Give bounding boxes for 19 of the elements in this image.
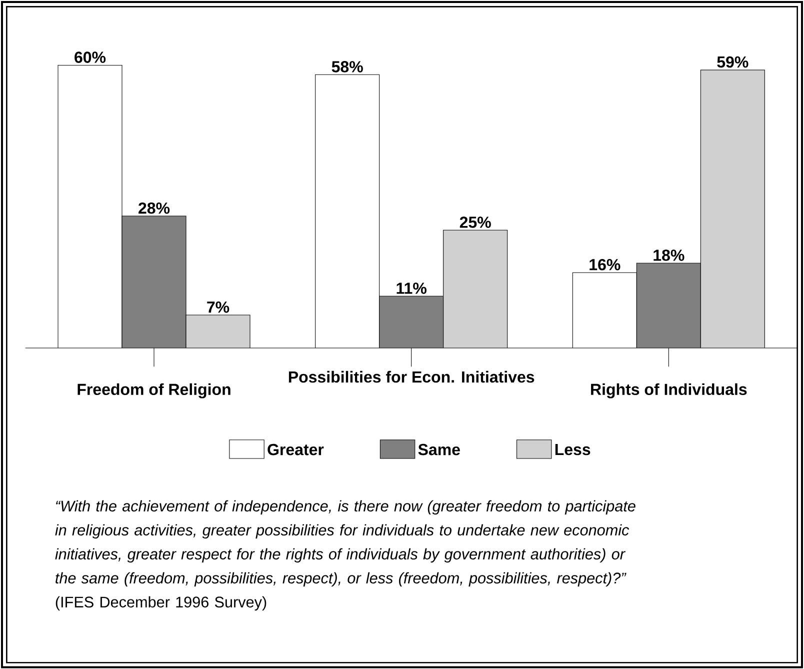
data-label: 18% <box>654 249 684 261</box>
data-label: 58% <box>332 60 363 72</box>
bar <box>379 296 444 348</box>
legend-label: Less <box>555 444 590 455</box>
x-tick-label: Rights of Individuals <box>591 383 747 398</box>
x-tick-label: Freedom of Religion <box>78 383 230 398</box>
data-label: 16% <box>590 258 620 270</box>
data-label: 59% <box>717 56 748 68</box>
x-tick-label: Possibilities for Econ. Initiatives <box>288 370 534 382</box>
data-label: 28% <box>138 202 170 214</box>
data-label: 60% <box>74 51 106 63</box>
data-label: 11% <box>396 282 426 294</box>
data-label: 7% <box>207 301 230 313</box>
data-label: 25% <box>460 216 491 228</box>
legend-label: Greater <box>268 444 324 456</box>
legend-label: Same <box>418 444 460 456</box>
bar <box>122 216 186 348</box>
bar <box>636 262 701 348</box>
text: “With the achievement of independence, is there now (greater freedom to participate in religious activities, greater possibilities for individuals to undertake new economic initiatives, greater respect for the rights of individuals by government authorities) or the same (freedom, possibilities, respect), or less (freedom, possibilities, respect)?” (IFES December 1996 Survey) <box>55 500 636 610</box>
